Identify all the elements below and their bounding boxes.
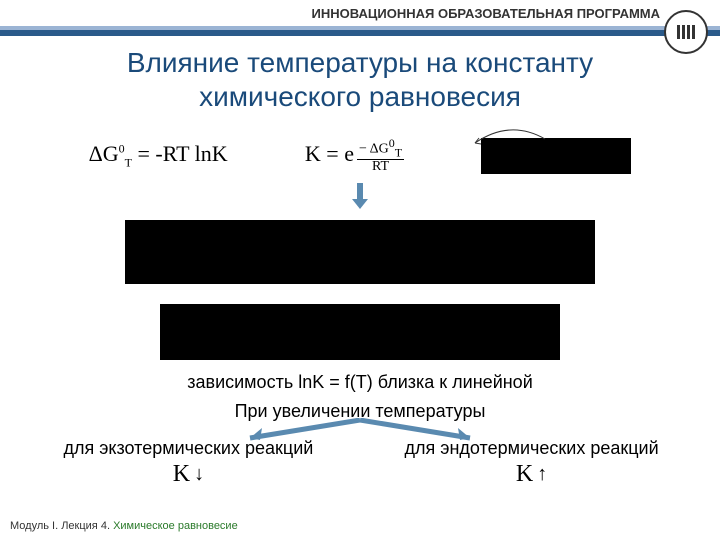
branch-arrows-icon [230,418,490,442]
k-symbol: K [173,461,190,488]
k-decrease: K ↓ [173,461,204,488]
footer: Модуль I. Лекция 4. Химическое равновеси… [10,520,238,532]
linear-dependency-text: зависимость lnK = f(T) близка к линейной [0,372,720,393]
k-increase: K ↑ [516,461,547,488]
arrow-down-icon: ↓ [194,463,204,486]
footer-module: Модуль I. Лекция 4. [10,520,113,532]
down-arrow-icon [352,183,368,214]
formula-k-exp: K = e− ΔG0TRT [305,137,404,175]
formula-row: ΔG0T = -RT lnK K = e− ΔG0TRT [50,137,670,175]
arrow-up-icon: ↑ [537,463,547,486]
footer-topic: Химическое равновесие [113,520,238,532]
title-line-1: Влияние температуры на константу [127,47,593,78]
header-stripe [0,26,720,36]
curve-arrow-icon [470,125,550,145]
redacted-box-medium [160,304,560,360]
institution-logo [664,10,708,54]
page-title: Влияние температуры на константу химичес… [0,46,720,113]
title-line-2: химического равновесия [199,81,521,112]
k-symbol: K [516,461,533,488]
header-label: ИННОВАЦИОННАЯ ОБРАЗОВАТЕЛЬНАЯ ПРОГРАММА [312,6,660,21]
formula-gibbs: ΔG0T = -RT lnK [89,141,228,170]
redacted-box-large [125,220,595,284]
header-bar: ИННОВАЦИОННАЯ ОБРАЗОВАТЕЛЬНАЯ ПРОГРАММА [0,0,720,36]
branch-row: для экзотермических реакций K ↓ для эндо… [30,424,690,488]
